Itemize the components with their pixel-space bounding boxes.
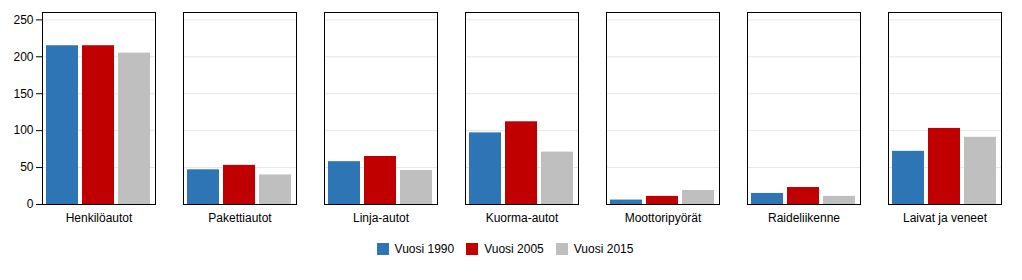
svg-text:100: 100 [13, 123, 33, 137]
svg-text:Kuorma-autot: Kuorma-autot [486, 211, 559, 225]
html-text:Vuosi 2015: Vuosi 2015 [573, 241, 634, 256]
html-text:Vuosi 2005: Vuosi 2005 [484, 241, 544, 256]
svg-text:Moottoripyörät: Moottoripyörät [625, 211, 702, 225]
svg-text:0: 0 [27, 197, 34, 211]
svg-text:200: 200 [13, 50, 33, 64]
svg-text:Linja-autot: Linja-autot [353, 211, 410, 225]
svg-text:Laivat ja veneet: Laivat ja veneet [903, 211, 988, 225]
html-text:Vuosi 1990: Vuosi 1990 [394, 241, 455, 256]
svg-text:250: 250 [13, 13, 33, 27]
svg-text:150: 150 [13, 87, 33, 101]
svg-text:Pakettiautot: Pakettiautot [208, 211, 272, 225]
svg-text:Henkilöautot: Henkilöautot [66, 211, 133, 225]
svg-text:50: 50 [20, 160, 34, 174]
svg-text:Raideliikenne: Raideliikenne [768, 211, 840, 225]
